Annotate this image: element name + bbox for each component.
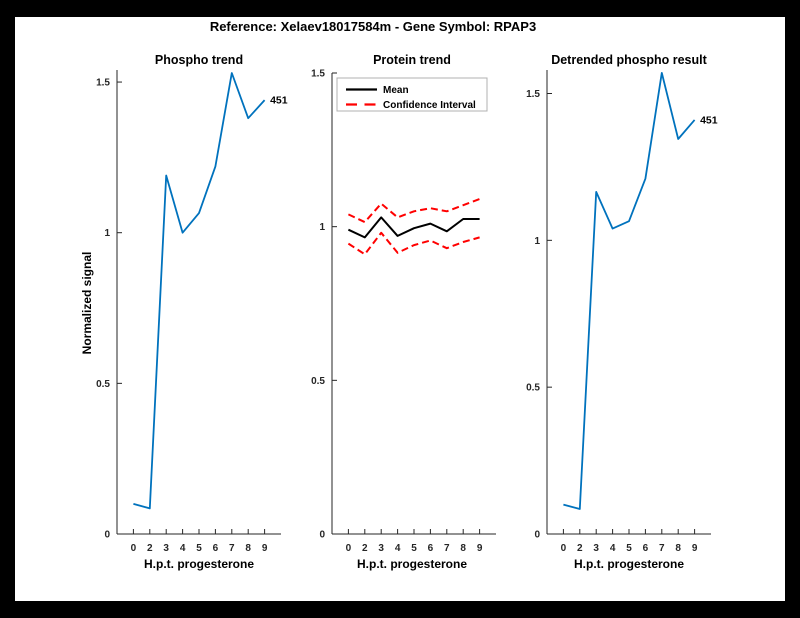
y-tick-label: 1 xyxy=(319,222,325,233)
x-tick-label: 2 xyxy=(577,543,583,554)
legend-label: Confidence Interval xyxy=(383,100,476,111)
figure-background xyxy=(15,17,785,601)
y-tick-label: 0.5 xyxy=(96,379,110,390)
x-tick-label: 3 xyxy=(163,543,169,554)
y-tick-label: 1 xyxy=(534,236,540,247)
x-tick-label: 8 xyxy=(675,543,681,554)
x-tick-label: 3 xyxy=(593,543,599,554)
confidence-interval-lower-line xyxy=(347,231,480,256)
xlabel-protein: H.p.t. progesterone xyxy=(357,557,467,571)
x-tick-label: 9 xyxy=(262,543,268,554)
phospho-trend-title: Phospho trend xyxy=(155,53,243,67)
x-tick-label: 8 xyxy=(245,543,251,554)
x-tick-label: 7 xyxy=(659,543,665,554)
endpoint-label: 451 xyxy=(270,95,288,107)
y-tick-label: 0 xyxy=(104,530,110,541)
endpoint-label: 451 xyxy=(700,114,718,126)
y-tick-label: 0 xyxy=(319,530,325,541)
legend-box xyxy=(336,77,488,112)
x-tick-label: 6 xyxy=(428,543,434,554)
y-tick-label: 0.5 xyxy=(526,383,540,394)
protein-trend-title: Protein trend xyxy=(373,53,451,67)
y-tick-label: 1.5 xyxy=(311,69,325,80)
x-tick-label: 3 xyxy=(378,543,384,554)
x-tick-label: 6 xyxy=(643,543,649,554)
detrended-phospho-signal-line xyxy=(563,72,696,510)
x-tick-label: 6 xyxy=(213,543,219,554)
x-tick-label: 9 xyxy=(692,543,698,554)
y-tick-label: 0.5 xyxy=(311,376,325,387)
y-tick-label: 1.5 xyxy=(526,89,540,100)
phospho-signal-line xyxy=(133,72,266,510)
x-tick-label: 0 xyxy=(346,543,352,554)
xlabel-phospho: H.p.t. progesterone xyxy=(144,557,254,571)
x-tick-label: 0 xyxy=(561,543,567,554)
figure-title: Reference: Xelaev18017584m - Gene Symbol… xyxy=(210,19,536,34)
y-tick-label: 1.5 xyxy=(96,78,110,89)
x-tick-label: 9 xyxy=(477,543,483,554)
x-tick-label: 5 xyxy=(196,543,202,554)
x-tick-label: 7 xyxy=(229,543,235,554)
x-tick-label: 5 xyxy=(626,543,632,554)
x-tick-label: 2 xyxy=(362,543,368,554)
legend-label: Mean xyxy=(383,85,409,96)
ylabel-normalized-signal: Normalized signal xyxy=(80,252,94,355)
y-tick-label: 1 xyxy=(104,228,110,239)
x-tick-label: 4 xyxy=(180,543,186,554)
confidence-interval-upper-line xyxy=(347,198,480,224)
x-tick-label: 8 xyxy=(460,543,466,554)
x-tick-label: 0 xyxy=(131,543,137,554)
x-tick-label: 2 xyxy=(147,543,153,554)
y-tick-label: 0 xyxy=(534,530,540,541)
mean-line xyxy=(347,216,480,239)
x-tick-label: 7 xyxy=(444,543,450,554)
detrended-phospho-title: Detrended phospho result xyxy=(551,53,707,67)
xlabel-detrended: H.p.t. progesterone xyxy=(574,557,684,571)
x-tick-label: 4 xyxy=(395,543,401,554)
x-tick-label: 4 xyxy=(610,543,616,554)
x-tick-label: 5 xyxy=(411,543,417,554)
